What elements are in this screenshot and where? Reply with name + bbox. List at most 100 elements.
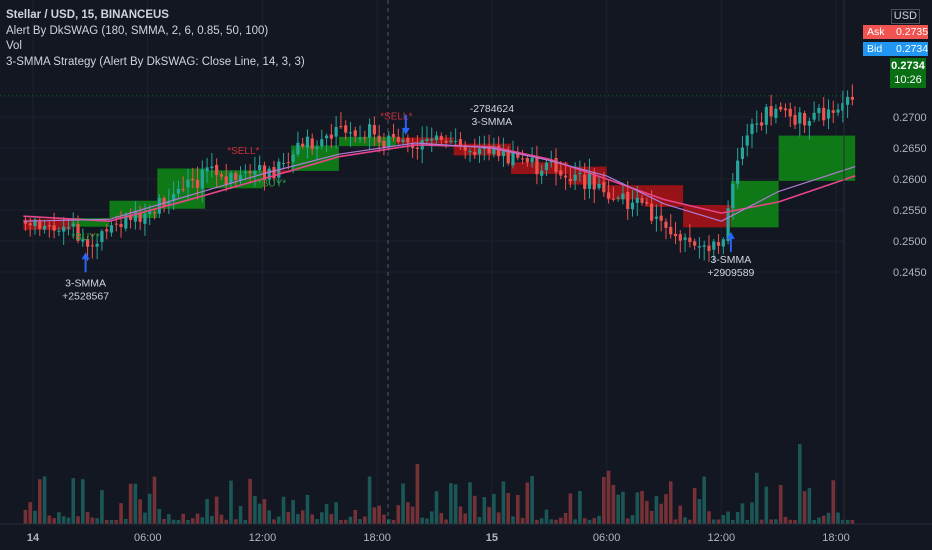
time-tick-label: 18:00: [363, 532, 391, 544]
ask-label: Ask: [863, 25, 893, 39]
candle-body: [688, 237, 692, 243]
candle-body: [434, 135, 439, 141]
candle-body: [358, 138, 362, 140]
candle-body: [444, 140, 448, 143]
candle-body: [234, 173, 238, 180]
volume-bar: [95, 518, 99, 524]
volume-bar: [339, 519, 343, 524]
volume-bar: [195, 513, 200, 524]
volume-bar: [276, 516, 281, 524]
volume-bar: [410, 506, 415, 524]
volume-bar: [802, 491, 807, 524]
candle-body: [267, 168, 271, 180]
candle-body: [745, 135, 749, 146]
candle-body: [66, 227, 71, 229]
last-price-value: 0.2734: [891, 60, 925, 72]
volume-bar: [740, 503, 745, 524]
volume-bar: [348, 516, 353, 524]
volume-bar: [300, 510, 305, 524]
candle-body: [372, 125, 376, 135]
volume-bar: [841, 519, 845, 524]
candle-body: [71, 223, 75, 227]
volume-bar: [726, 511, 730, 524]
candle-body: [324, 135, 329, 139]
volume-bar: [764, 486, 769, 524]
candle-body: [305, 136, 310, 148]
volume-bar: [592, 518, 597, 524]
volume-bar: [501, 481, 506, 524]
candle-body: [779, 106, 783, 110]
volume-bar: [496, 512, 501, 524]
candle-body: [200, 169, 204, 189]
volume-bar: [745, 519, 750, 524]
candle-body: [224, 176, 228, 184]
candle-body: [219, 174, 224, 177]
candle-body: [769, 106, 773, 117]
volume-bar: [210, 515, 214, 524]
volume-bar: [554, 519, 558, 524]
candle-body: [645, 202, 649, 204]
candle-body: [387, 135, 391, 147]
volume-bar: [363, 516, 367, 524]
volume-bar: [817, 517, 821, 524]
candle-body: [138, 212, 142, 222]
candle-body: [133, 211, 137, 222]
candle-body: [176, 188, 180, 194]
candle-body: [506, 149, 510, 164]
volume-bar: [721, 514, 726, 524]
candle-body: [559, 170, 563, 176]
candle-body: [205, 167, 209, 172]
indicator-volume-label[interactable]: Vol: [6, 40, 22, 52]
currency-button[interactable]: USD: [890, 9, 920, 24]
volume-bar: [47, 515, 52, 524]
symbol-title[interactable]: Stellar / USD, 15, BINANCEUS: [6, 9, 169, 21]
candle-body: [654, 216, 658, 219]
ask-price-tag: Ask 0.2735: [863, 25, 928, 39]
volume-bar: [377, 505, 381, 524]
indicator-alert-label[interactable]: Alert By DkSWAG (180, SMMA, 2, 6, 0.85, …: [6, 24, 269, 37]
volume-bar: [788, 519, 793, 524]
volume-bar: [152, 476, 157, 524]
trend-smma-line: [23, 142, 856, 222]
grid-lines: [0, 0, 844, 524]
volume-bar: [463, 513, 467, 524]
candle-body: [458, 139, 463, 147]
volume-bar: [812, 519, 816, 524]
volume-bar: [544, 509, 549, 524]
indicator-strategy-label[interactable]: 3-SMMA Strategy (Alert By DkSWAG: Close …: [6, 55, 305, 68]
candle-body: [583, 174, 587, 189]
candle-body: [611, 198, 615, 200]
candle-body: [587, 171, 592, 189]
buy-arrow-head: [726, 231, 735, 239]
volume-bar: [845, 519, 850, 524]
time-tick-label: 15: [486, 532, 498, 544]
candle-body: [195, 179, 200, 188]
candle-body: [396, 136, 400, 142]
volume-bar: [291, 499, 295, 524]
volume-bar: [468, 482, 472, 524]
candle-body: [525, 157, 529, 163]
volume-bar: [171, 519, 176, 524]
trade-label-line2: +2909589: [707, 267, 754, 279]
cloud-segment-bear: [262, 170, 292, 173]
volume-bar: [621, 491, 625, 524]
bid-label: Bid: [863, 42, 893, 56]
volume-bar: [511, 516, 515, 524]
volume-bar: [678, 505, 683, 524]
candle-body: [382, 140, 386, 148]
candle-body: [640, 198, 644, 203]
candle-body: [339, 126, 343, 128]
candle-body: [497, 145, 501, 157]
volume-bar: [401, 483, 405, 524]
candle-body: [707, 245, 711, 251]
candle-body: [253, 170, 257, 175]
volume-bar: [597, 515, 601, 524]
volume-bar: [391, 519, 396, 524]
candle-body: [836, 109, 840, 113]
candle-body: [301, 143, 305, 147]
candle-body: [716, 242, 721, 246]
candle-body: [191, 178, 195, 181]
candle-body: [143, 213, 147, 224]
